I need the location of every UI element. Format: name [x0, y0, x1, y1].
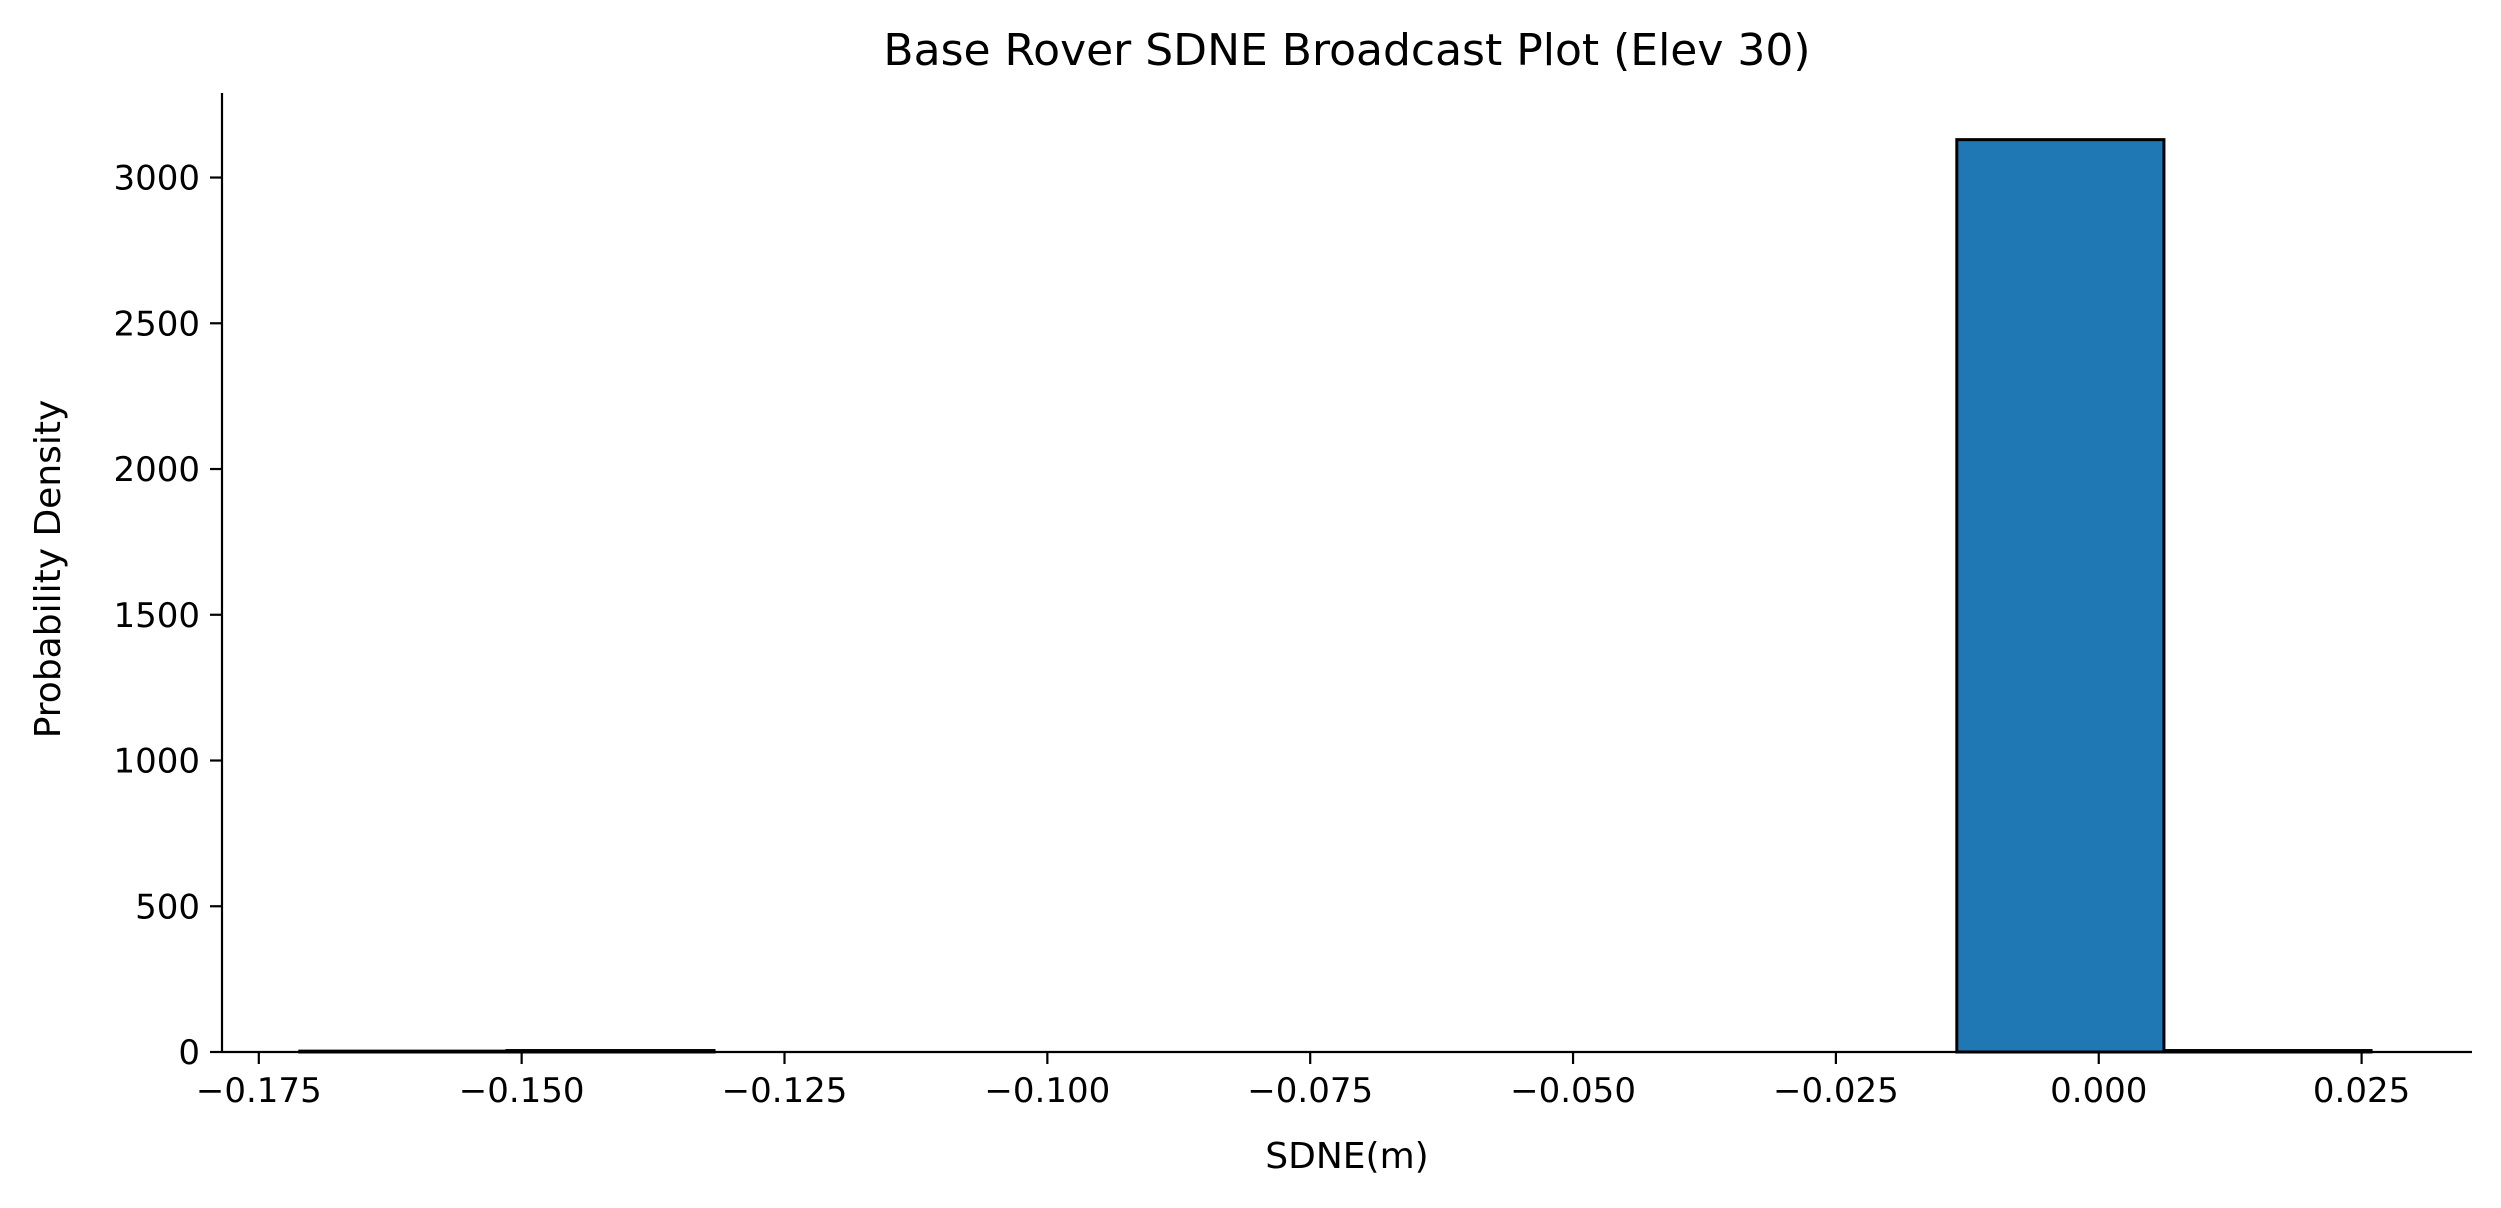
y-tick-label: 1000	[113, 742, 200, 782]
y-tick-label: 2000	[113, 450, 200, 490]
x-tick-label: −0.100	[984, 1071, 1110, 1111]
y-axis-label: Probability Density	[28, 400, 69, 739]
y-tick-label: 0	[178, 1033, 200, 1073]
chart-title: Base Rover SDNE Broadcast Plot (Elev 30)	[883, 25, 1810, 76]
y-tick-label: 500	[135, 887, 200, 927]
x-tick-label: 0.025	[2313, 1071, 2410, 1111]
x-tick-label: 0.000	[2050, 1071, 2147, 1111]
x-axis-ticks: −0.175 −0.150 −0.125 −0.100 −0.075 −0.050 −0.0…	[196, 1052, 2410, 1111]
x-tick-label: −0.175	[196, 1071, 322, 1111]
y-tick-label: 1500	[113, 596, 200, 636]
histogram-bar-8	[1955, 138, 2166, 1054]
x-tick-label: −0.125	[722, 1071, 848, 1111]
x-tick-label: −0.025	[1773, 1071, 1899, 1111]
y-tick-label: 3000	[113, 159, 200, 199]
x-axis-label: SDNE(m)	[1265, 1136, 1428, 1177]
x-tick-label: −0.150	[459, 1071, 585, 1111]
y-axis-ticks: 0 500 1000 1500 2000 2500 3000	[113, 159, 222, 1073]
y-tick-label: 2500	[113, 304, 200, 344]
bars	[298, 138, 2373, 1054]
x-tick-label: −0.050	[1510, 1071, 1636, 1111]
x-tick-label: −0.075	[1247, 1071, 1373, 1111]
